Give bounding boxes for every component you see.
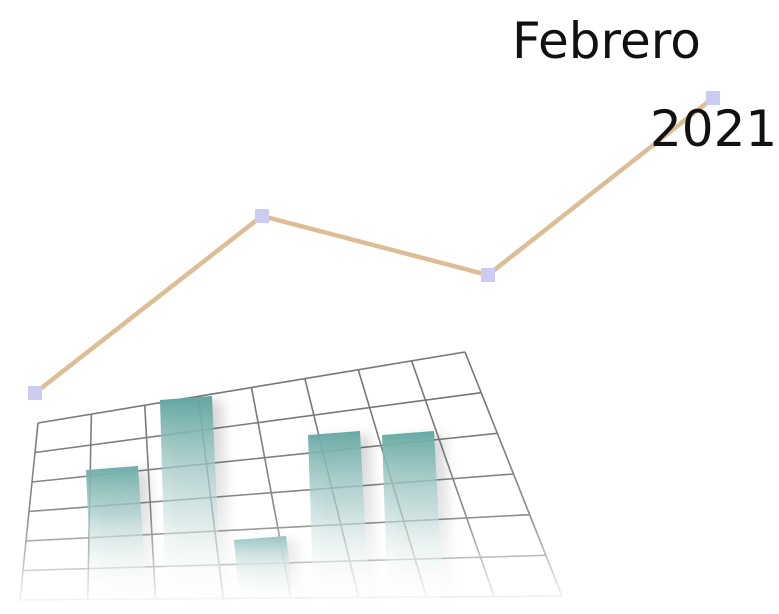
chart-point [481, 268, 495, 282]
chart-point [28, 386, 42, 400]
chart-line-series [28, 91, 720, 400]
grid-fade-overlay [0, 400, 779, 610]
month-label: Febrero [512, 12, 701, 70]
chart-point [255, 209, 269, 223]
chart-point [706, 91, 720, 105]
year-label: 2021 [650, 100, 778, 158]
chart-line [33, 96, 715, 395]
